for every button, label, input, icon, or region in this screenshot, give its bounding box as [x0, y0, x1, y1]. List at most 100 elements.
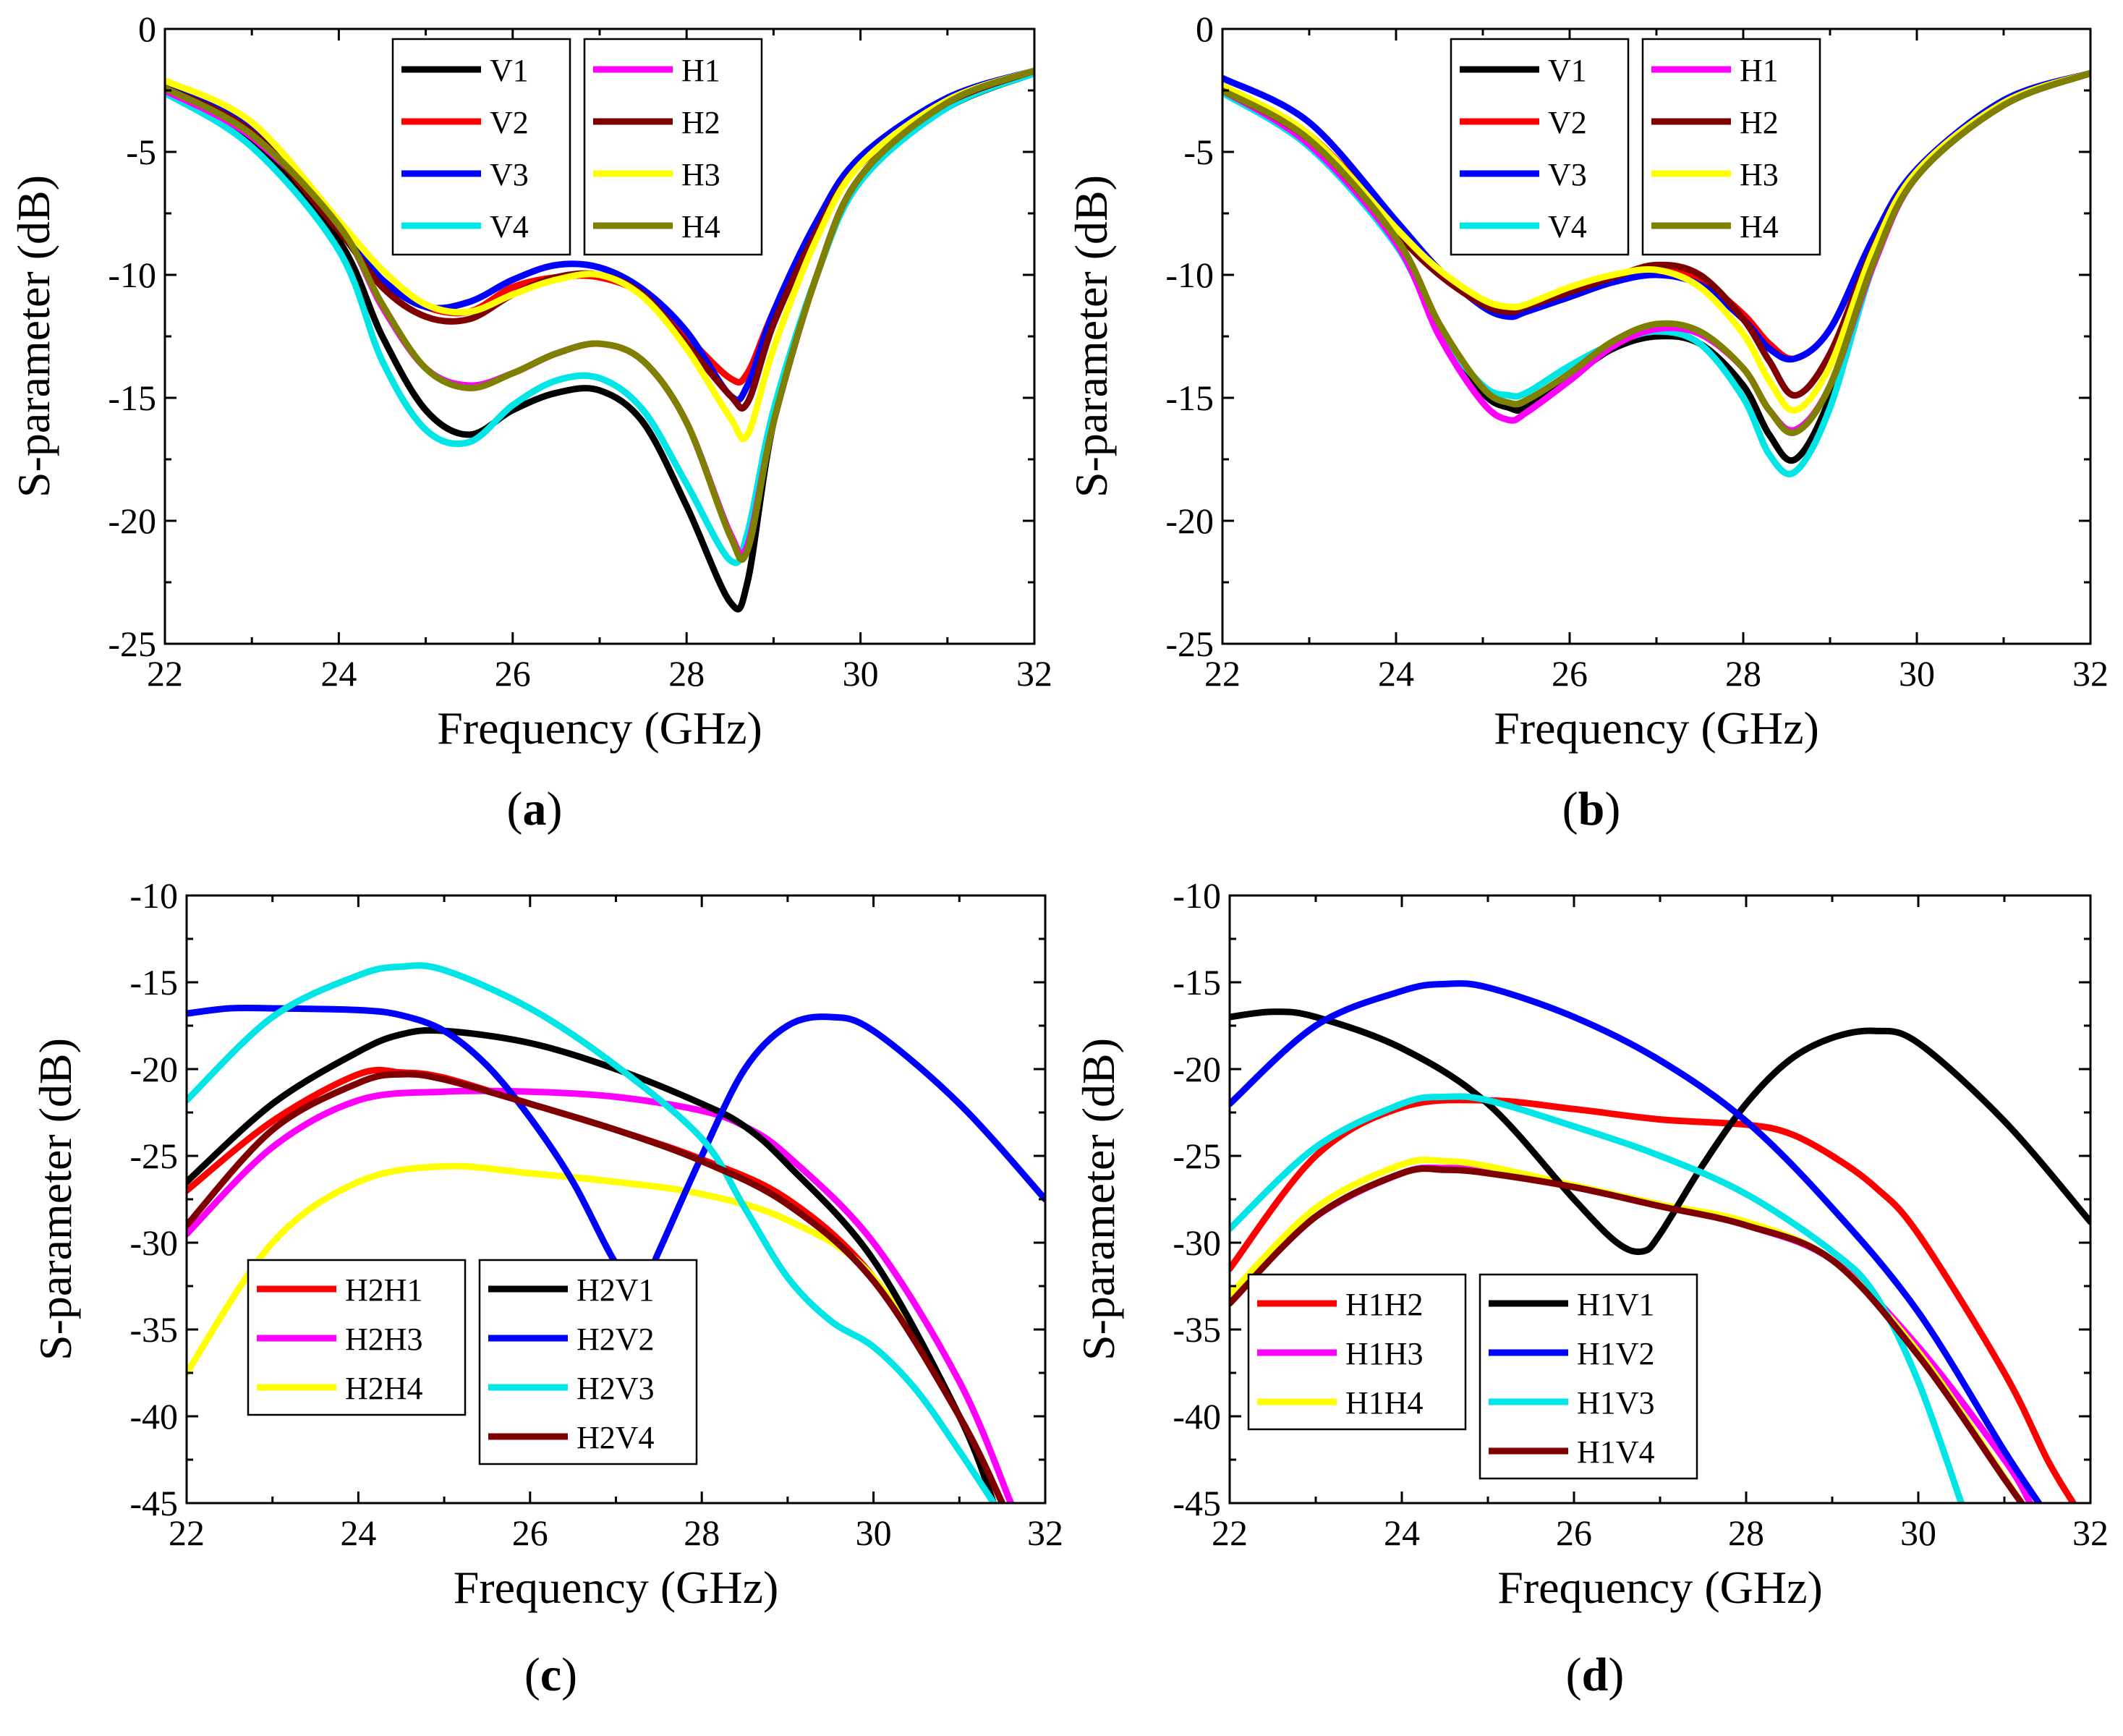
x-tick-label: 22	[1204, 653, 1241, 694]
legend-box	[1450, 38, 1630, 256]
legend-label-V4: V4	[490, 209, 529, 244]
legend-label-V2: V2	[490, 105, 529, 140]
y-axis-title: S-parameter (dB)	[8, 175, 59, 498]
series-line-H1V1	[1230, 1008, 2090, 1256]
legend-box	[583, 38, 763, 256]
y-tick-label: -40	[129, 1396, 178, 1437]
series-group	[1230, 980, 2090, 1503]
legend-label-V3: V3	[490, 157, 529, 192]
y-tick-label: -45	[129, 1483, 178, 1523]
y-tick-label: 0	[1196, 9, 1214, 49]
x-tick-label: 22	[147, 653, 183, 694]
legend-label-H2H4: H2H4	[345, 1371, 423, 1406]
y-tick-label: 0	[138, 9, 156, 49]
x-tick-label: 24	[1378, 653, 1414, 694]
y-tick-label: -20	[129, 1049, 178, 1089]
legend-label-H2: H2	[681, 105, 720, 140]
y-tick-label: -15	[129, 962, 178, 1003]
x-tick-label: 26	[1556, 1512, 1592, 1553]
y-tick-label: -10	[129, 875, 178, 916]
legend-label-V3: V3	[1548, 157, 1587, 192]
series-line-H4	[165, 67, 1034, 563]
y-tick-label: -15	[1173, 962, 1221, 1003]
legend-label-H1: H1	[1740, 53, 1779, 88]
series-line-H4	[1222, 69, 2090, 436]
x-tick-label: 28	[668, 653, 705, 694]
y-tick-label: -35	[1173, 1309, 1221, 1350]
legend-label-V1: V1	[490, 53, 529, 88]
x-tick-label: 22	[1212, 1512, 1248, 1553]
x-tick-label: 32	[2072, 653, 2109, 694]
legend-label-H1V4: H1V4	[1577, 1434, 1655, 1470]
series-line-H3	[165, 67, 1034, 443]
chart-panel-a: 22 24 26 28 30 32 0 -5 -10 -15 -20 -25 Frequency (GH…	[8, 9, 1052, 835]
legend-label-H1: H1	[681, 53, 720, 88]
y-axis-title: S-parameter (dB)	[1065, 175, 1117, 498]
legend-box	[391, 38, 571, 256]
y-tick-label: -30	[1173, 1222, 1221, 1263]
legend-label-H3: H3	[1740, 157, 1779, 192]
panel-label-a: (a)	[507, 783, 563, 835]
x-tick-label: 30	[1899, 653, 1935, 694]
legend-label-H4: H4	[681, 209, 720, 244]
legend-label-H2: H2	[1740, 105, 1779, 140]
y-tick-label: -20	[1165, 501, 1214, 541]
legend-label-H2H1: H2H1	[345, 1272, 423, 1308]
legend-label-H1H4: H1H4	[1345, 1385, 1424, 1421]
y-axis-title: S-parameter (dB)	[30, 1038, 81, 1361]
panel-label-b: (b)	[1562, 783, 1621, 835]
chart-panel-d: 22 24 26 28 30 32 -10 -15 -20 -25 -30 -35 -40 -45 Freq…	[1073, 875, 2109, 1701]
series-line-H1V2	[1230, 980, 2043, 1503]
y-tick-label: -10	[1165, 255, 1214, 295]
x-tick-label: 30	[856, 1512, 892, 1553]
y-tick-label: -10	[108, 255, 156, 295]
series-group	[187, 962, 1045, 1503]
y-tick-label: -25	[108, 624, 156, 664]
legend-label-H4: H4	[1740, 209, 1779, 244]
y-tick-label: -40	[1173, 1396, 1221, 1437]
panel-label-c: (c)	[524, 1648, 577, 1701]
x-tick-label: 24	[1384, 1512, 1420, 1553]
y-tick-label: -25	[1173, 1136, 1221, 1176]
x-tick-label: 24	[320, 653, 357, 694]
legend: H1H2 H1H3 H1H4 H1V1 H1V2 H1V3 H1V4	[1247, 1273, 1698, 1480]
series-group	[165, 67, 1034, 613]
legend-label-H2H3: H2H3	[345, 1322, 423, 1357]
legend-box	[1479, 1273, 1698, 1480]
y-tick-label: -15	[1165, 378, 1214, 418]
x-tick-label: 30	[843, 653, 879, 694]
series-line-H2V4	[187, 1071, 1006, 1503]
x-tick-label: 28	[1725, 653, 1761, 694]
legend-label-V1: V1	[1548, 53, 1587, 88]
legend-label-H1V3: H1V3	[1577, 1385, 1655, 1421]
x-tick-label: 22	[169, 1512, 205, 1553]
y-tick-label: -20	[108, 501, 156, 541]
x-axis-title: Frequency (GHz)	[1497, 1562, 1823, 1613]
legend-label-H1H2: H1H2	[1345, 1287, 1424, 1322]
legend-box	[1641, 38, 1821, 256]
series-line-H1V4	[1230, 1165, 2025, 1503]
legend: V1 V2 V3 V4 H1 H2 H3 H4	[391, 38, 763, 256]
legend: V1 V2 V3 V4 H1 H2 H3 H4	[1450, 38, 1821, 256]
series-line-H2V3	[187, 962, 997, 1503]
y-axis-title: S-parameter (dB)	[1073, 1038, 1124, 1361]
legend-label-H1H3: H1H3	[1345, 1336, 1424, 1371]
legend-label-H2V3: H2V3	[577, 1371, 655, 1406]
y-tick-label: -10	[1173, 875, 1221, 916]
panel-label-d: (d)	[1566, 1648, 1625, 1701]
x-tick-label: 32	[1027, 1512, 1063, 1553]
y-tick-label: -35	[129, 1309, 178, 1350]
y-tick-label: -20	[1173, 1049, 1221, 1089]
x-axis-title: Frequency (GHz)	[1494, 702, 1819, 754]
legend: H2H1 H2H3 H2H4 H2V1 H2V2 H2V3 H2V4	[247, 1259, 698, 1465]
x-tick-label: 26	[512, 1512, 548, 1553]
x-axis-title: Frequency (GHz)	[437, 702, 762, 754]
x-tick-label: 32	[2072, 1512, 2109, 1553]
legend-box	[478, 1259, 698, 1465]
legend-label-H2V2: H2V2	[577, 1322, 655, 1357]
legend-label-V2: V2	[1548, 105, 1587, 140]
legend-label-H2V1: H2V1	[577, 1272, 655, 1308]
y-tick-label: -25	[129, 1136, 178, 1176]
x-tick-label: 28	[1728, 1512, 1764, 1553]
